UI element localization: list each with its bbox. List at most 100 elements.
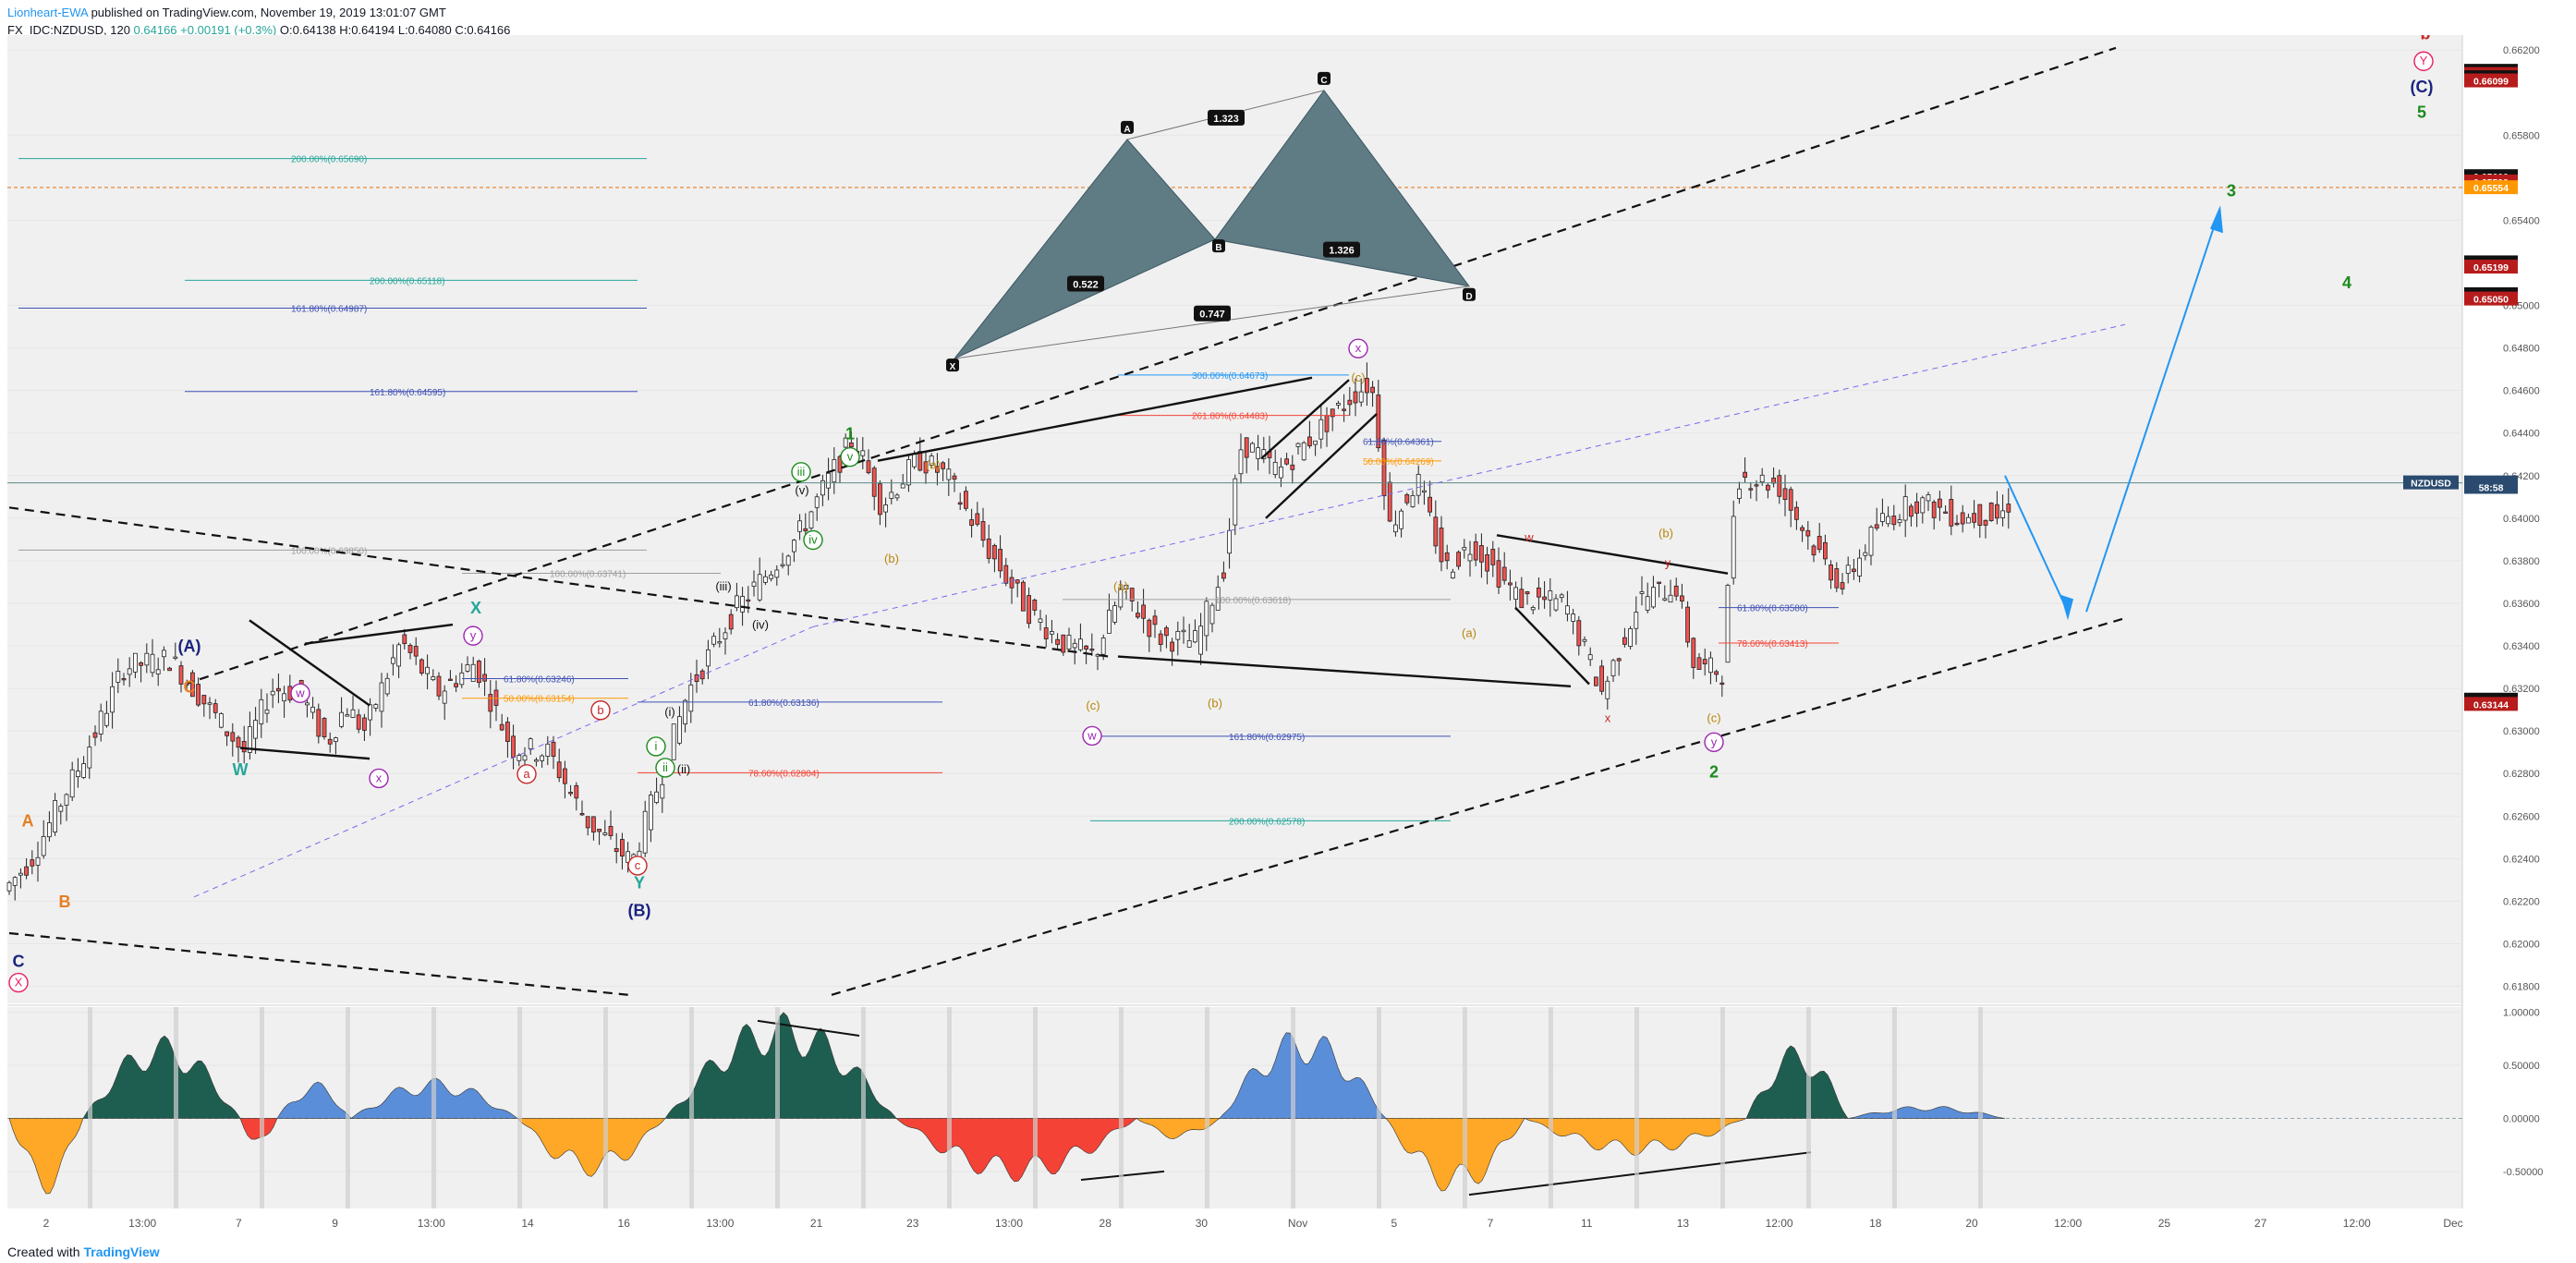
- candle-body: [1662, 598, 1668, 601]
- candle-body: [1485, 554, 1489, 572]
- price-chart-svg[interactable]: 0.662000.658000.654000.650000.648000.646…: [0, 35, 2576, 1245]
- wave-label: x: [1355, 341, 1362, 355]
- footer: Created with TradingView: [7, 1245, 160, 1259]
- price-mark-label: 0.65199: [2473, 262, 2509, 273]
- candle-body: [751, 581, 757, 587]
- session-bar: [88, 1007, 92, 1208]
- candle-body: [1960, 512, 1965, 525]
- fib-level-label: 200.00%(0.65690): [291, 155, 367, 165]
- fib-level-label: 61.80%(0.64361): [1363, 438, 1434, 448]
- candle-body: [1381, 440, 1387, 497]
- candle-body: [1393, 524, 1398, 533]
- candle-body: [1416, 474, 1421, 496]
- session-bar: [947, 1007, 952, 1208]
- candle-body: [1610, 660, 1616, 676]
- candle-body: [98, 710, 103, 735]
- harmonic-bcd-triangle: [1214, 90, 1471, 287]
- osc-area: [82, 1035, 241, 1119]
- candle-body: [614, 848, 619, 853]
- x-tick-label: 14: [521, 1217, 534, 1230]
- candle-body: [304, 702, 310, 706]
- candle-body: [1954, 522, 1960, 526]
- candle-body: [1553, 598, 1559, 611]
- chart-area[interactable]: 0.66200 0.65800 0.65400 0.65000 0.64800 0.646…: [0, 35, 2576, 1245]
- candle-body: [814, 496, 820, 508]
- candle-body: [1748, 488, 1754, 491]
- candle-body: [1399, 510, 1403, 529]
- candle-body: [579, 813, 585, 816]
- candle-body: [1937, 498, 1942, 508]
- candle-body: [110, 686, 115, 713]
- price-axis-bg: [2462, 35, 2576, 1245]
- candle-body: [1965, 516, 1971, 524]
- candle-body: [1651, 587, 1656, 608]
- candle-body: [568, 792, 573, 795]
- candle-body: [350, 709, 356, 719]
- price-change: +0.00191 (+0.3%): [180, 23, 277, 37]
- candle-body: [1347, 399, 1353, 406]
- session-bar: [1205, 1007, 1209, 1208]
- candle-body: [1800, 527, 1804, 531]
- candle-body: [1496, 560, 1501, 588]
- candle-body: [30, 859, 35, 867]
- fib-level-label: 100.00%(0.63618): [1215, 596, 1291, 606]
- candle-body: [201, 695, 207, 705]
- candle-body: [390, 657, 395, 664]
- candle-body: [706, 649, 711, 667]
- price-mark-label: 0.65554: [2473, 183, 2509, 194]
- wave-label: (i): [664, 705, 675, 719]
- candle-body: [792, 540, 796, 553]
- candle-body: [1714, 671, 1719, 675]
- wave-label: (c): [1351, 370, 1365, 384]
- harmonic-ratio-label: 1.326: [1329, 246, 1355, 257]
- candle-body: [1501, 566, 1507, 581]
- candle-body: [1777, 475, 1782, 497]
- candle-body: [241, 740, 247, 753]
- session-bar: [260, 1007, 264, 1208]
- candle-body: [1158, 633, 1163, 645]
- trend-line: [1117, 655, 1572, 688]
- x-tick-label: 7: [236, 1217, 242, 1230]
- candle-body: [1490, 549, 1496, 565]
- chart-header: Lionheart-EWA published on TradingView.c…: [7, 4, 510, 39]
- session-bar: [517, 1007, 522, 1208]
- symbol-name[interactable]: FX_IDC:NZDUSD, 120: [7, 23, 130, 37]
- author-link[interactable]: Lionheart-EWA: [7, 6, 88, 19]
- candle-body: [1318, 419, 1324, 440]
- osc-area: [1385, 1118, 1525, 1192]
- lower-left-dashed-line: [8, 931, 629, 996]
- candle-body: [1422, 490, 1427, 493]
- candle-body: [803, 528, 808, 532]
- candle-body: [41, 835, 46, 856]
- candle-body: [2000, 510, 2006, 518]
- candle-body: [797, 520, 802, 532]
- x-tick-label: 9: [332, 1217, 338, 1230]
- candle-body: [1719, 682, 1725, 686]
- trend-line: [1514, 606, 1590, 686]
- x-tick-label: 20: [1965, 1217, 1978, 1230]
- candle-body: [602, 832, 608, 835]
- candle-body: [1576, 620, 1582, 647]
- candle-body: [1634, 612, 1639, 629]
- candle-body: [1766, 484, 1770, 491]
- candle-body: [384, 677, 390, 695]
- candle-body: [1639, 591, 1645, 594]
- candle-body: [717, 641, 723, 644]
- projection-arrow-down: [2004, 475, 2069, 613]
- y-tick-label: 0.63400: [2503, 641, 2540, 652]
- candle-body: [677, 716, 682, 744]
- x-tick-label: 25: [2158, 1217, 2171, 1230]
- candle-body: [1221, 572, 1226, 579]
- tradingview-brand[interactable]: TradingView: [83, 1245, 160, 1259]
- y-tick-label: 0.62000: [2503, 940, 2540, 951]
- candle-body: [402, 634, 407, 645]
- harmonic-ratio-box: [1067, 275, 1104, 292]
- candle-body: [447, 678, 453, 681]
- candle-body: [935, 466, 940, 473]
- price-mark-label: 0.66099: [2473, 77, 2509, 88]
- wave-label: (a): [1113, 579, 1128, 593]
- candle-body: [419, 659, 424, 674]
- candle-body: [917, 451, 923, 471]
- wave-label: (B): [628, 901, 651, 919]
- candle-body: [1902, 496, 1908, 521]
